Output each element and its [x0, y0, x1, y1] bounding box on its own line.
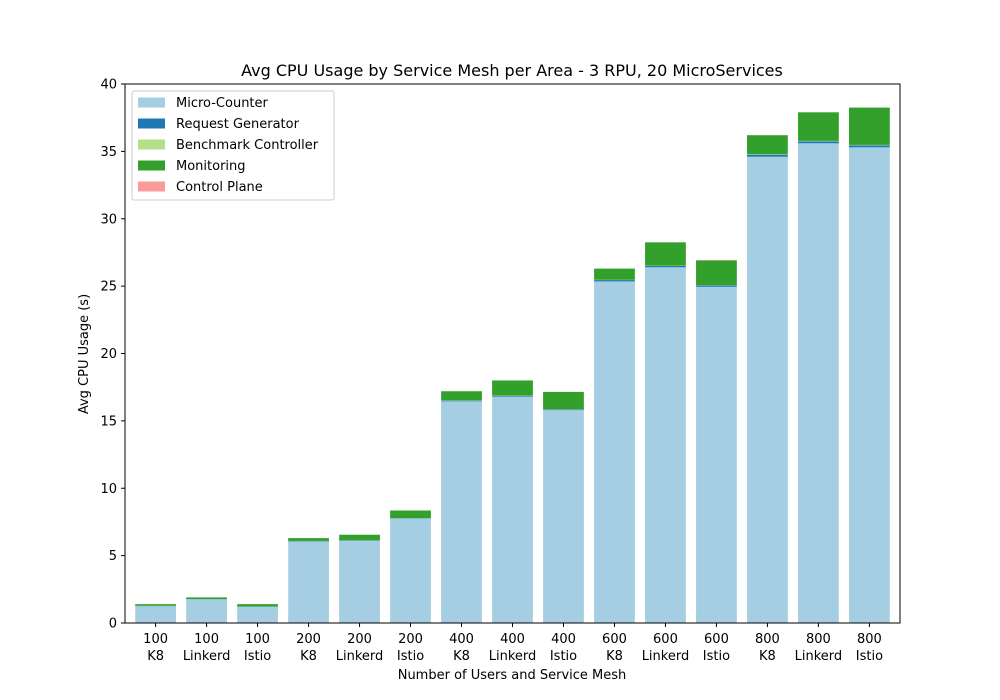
- bar-segment-3-13: [798, 112, 839, 141]
- legend-label-1: Request Generator: [176, 117, 300, 132]
- chart-title: Avg CPU Usage by Service Mesh per Area -…: [241, 61, 783, 80]
- y-tick-label-2: 10: [100, 482, 117, 497]
- legend-swatch-0: [138, 97, 165, 108]
- legend-box: [131, 90, 335, 201]
- y-tick-label-7: 35: [100, 145, 117, 160]
- bar-segment-0-2: [237, 606, 278, 623]
- x-tick-label-users-2: 100: [245, 632, 270, 647]
- x-tick-label-mesh-14: Istio: [856, 649, 883, 664]
- bar-segment-3-12: [747, 135, 788, 155]
- y-tick-label-3: 15: [100, 414, 117, 429]
- x-tick-label-mesh-0: K8: [147, 649, 164, 664]
- x-tick-label-users-11: 600: [704, 632, 729, 647]
- bar-segment-0-11: [696, 286, 737, 623]
- x-tick-label-mesh-5: Istio: [397, 649, 424, 664]
- x-tick-label-mesh-3: K8: [300, 649, 317, 664]
- bar-segment-3-14: [849, 107, 890, 145]
- bar-segment-1-14: [849, 145, 890, 148]
- y-tick-label-1: 5: [109, 549, 117, 564]
- x-tick-label-mesh-2: Istio: [244, 649, 271, 664]
- bar-segment-3-5: [390, 510, 431, 519]
- y-tick-label-8: 40: [100, 78, 117, 93]
- bar-segment-1-9: [594, 280, 635, 282]
- y-axis: 0 5 10 15 20 25 30 35 40: [100, 78, 125, 632]
- bar-segment-0-10: [645, 267, 686, 623]
- bar-segment-3-6: [441, 391, 482, 401]
- x-tick-label-users-1: 100: [194, 632, 219, 647]
- plot-frame: [124, 83, 901, 624]
- x-tick-label-users-9: 600: [602, 632, 627, 647]
- x-tick-label-mesh-13: Linkerd: [795, 649, 843, 664]
- bar-segment-3-0: [135, 604, 176, 606]
- x-tick-label-users-13: 800: [806, 632, 831, 647]
- bar-segment-3-10: [645, 242, 686, 266]
- bar-segment-1-8: [543, 409, 584, 411]
- bar-segment-3-7: [492, 380, 533, 396]
- bar-segment-3-2: [237, 604, 278, 607]
- legend-swatch-4: [138, 181, 165, 192]
- x-tick-label-mesh-11: Istio: [703, 649, 730, 664]
- legend-label-4: Control Plane: [176, 180, 263, 195]
- bar-segment-1-10: [645, 265, 686, 268]
- legend-swatch-2: [138, 139, 165, 150]
- legend-label-0: Micro-Counter: [176, 96, 269, 111]
- bar-segment-3-1: [186, 597, 227, 600]
- bar-segment-0-3: [288, 541, 329, 623]
- bar-segment-1-11: [696, 285, 737, 287]
- bar-segment-0-4: [339, 540, 380, 623]
- bar-segment-0-6: [441, 401, 482, 623]
- bar-segment-1-13: [798, 141, 839, 144]
- x-tick-label-mesh-12: K8: [759, 649, 776, 664]
- legend-label-3: Monitoring: [176, 159, 246, 174]
- bar-segment-1-6: [441, 400, 482, 402]
- bar-segment-0-13: [798, 143, 839, 624]
- y-axis-label: Avg CPU Usage (s): [77, 294, 92, 414]
- x-tick-label-mesh-8: Istio: [550, 649, 577, 664]
- x-tick-label-users-10: 600: [653, 632, 678, 647]
- x-tick-label-users-4: 200: [347, 632, 372, 647]
- x-tick-label-users-5: 200: [398, 632, 423, 647]
- bar-segment-0-5: [390, 518, 431, 623]
- bar-segment-0-8: [543, 410, 584, 623]
- bar-segment-0-0: [135, 606, 176, 623]
- x-tick-label-mesh-1: Linkerd: [183, 649, 231, 664]
- x-tick-label-users-8: 400: [551, 632, 576, 647]
- x-tick-label-mesh-9: K8: [606, 649, 623, 664]
- y-tick-label-5: 25: [100, 280, 117, 295]
- bar-segment-0-1: [186, 599, 227, 623]
- y-tick-label-6: 30: [100, 212, 117, 227]
- x-tick-label-users-0: 100: [143, 632, 168, 647]
- x-axis: 100 K8 100 Linkerd 100 Istio 200 K8 200 Linkerd 20…: [143, 623, 883, 664]
- legend-swatch-3: [138, 160, 165, 171]
- x-tick-label-mesh-7: Linkerd: [489, 649, 537, 664]
- bar-segment-0-14: [849, 147, 890, 623]
- x-tick-label-users-14: 800: [857, 632, 882, 647]
- bar-segment-1-12: [747, 154, 788, 157]
- x-tick-label-mesh-6: K8: [453, 649, 470, 664]
- bar-segment-3-3: [288, 538, 329, 541]
- legend-swatch-1: [138, 118, 165, 129]
- x-tick-label-users-7: 400: [500, 632, 525, 647]
- bar-segment-0-9: [594, 281, 635, 623]
- x-tick-label-users-12: 800: [755, 632, 780, 647]
- bar-segment-3-11: [696, 260, 737, 286]
- y-tick-label-0: 0: [109, 617, 117, 632]
- bar-segment-3-9: [594, 268, 635, 280]
- x-tick-label-mesh-4: Linkerd: [336, 649, 384, 664]
- x-tick-label-mesh-10: Linkerd: [642, 649, 690, 664]
- legend-label-2: Benchmark Controller: [176, 138, 319, 153]
- bar-segment-0-12: [747, 156, 788, 623]
- bar-segment-3-8: [543, 391, 584, 410]
- bar-segment-0-7: [492, 396, 533, 623]
- x-tick-label-users-6: 400: [449, 632, 474, 647]
- x-axis-label: Number of Users and Service Mesh: [398, 668, 627, 683]
- y-tick-label-4: 20: [100, 347, 117, 362]
- bar-segment-3-4: [339, 534, 380, 541]
- bar-segment-1-7: [492, 395, 533, 397]
- x-tick-label-users-3: 200: [296, 632, 321, 647]
- bars-layer: [135, 107, 890, 624]
- legend: Micro-Counter Request Generator Benchmark …: [131, 90, 335, 201]
